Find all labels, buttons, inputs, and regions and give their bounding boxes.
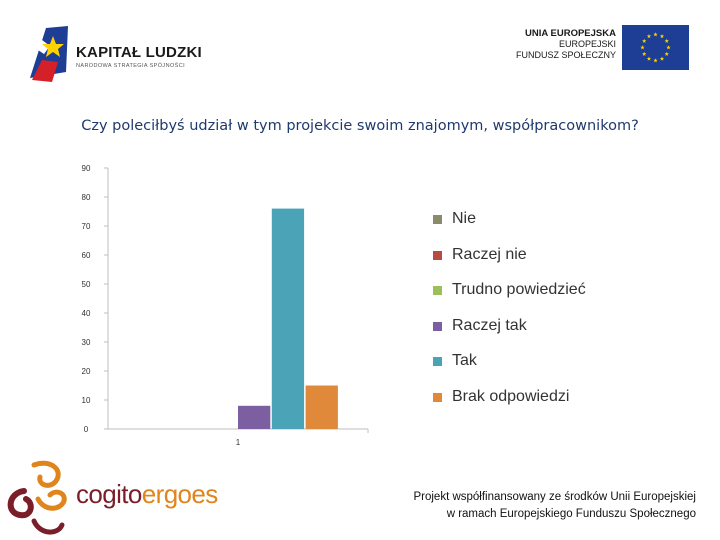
bar-raczej-tak: [238, 405, 271, 429]
eu-star-icon: [664, 38, 669, 43]
y-tick-label: 10: [82, 396, 91, 405]
eu-line3: FUNDUSZ SPOŁECZNY: [515, 50, 616, 60]
bar-brak-odpowiedzi: [305, 385, 338, 429]
eu-star-icon: [653, 58, 658, 63]
eu-flag-background: [622, 25, 689, 70]
legend-swatch: [433, 286, 442, 296]
bar-tak: [271, 208, 305, 429]
legend-label: Tak: [452, 352, 477, 370]
eu-stars: [640, 32, 671, 63]
y-tick-label: 0: [84, 425, 89, 434]
legend-label: Trudno powiedzieć: [452, 281, 586, 299]
y-tick-label: 30: [82, 338, 91, 347]
eu-line1: UNIA EUROPEJSKA: [525, 28, 616, 39]
legend-label: Brak odpowiedzi: [452, 388, 570, 405]
legend-label: Raczej tak: [452, 316, 527, 334]
brand-part-3: es: [191, 479, 218, 509]
y-tick-label: 90: [82, 164, 91, 173]
eu-star-icon: [659, 33, 665, 39]
eu-star-icon: [659, 56, 665, 61]
y-tick-label: 60: [82, 251, 91, 260]
footer-note-line2: w ramach Europejskiego Funduszu Społeczn…: [446, 508, 696, 520]
y-tick-label: 40: [82, 309, 91, 318]
y-tick-label: 50: [82, 280, 91, 289]
logo-swirl-orange-2: [35, 489, 67, 511]
eu-star-icon: [646, 56, 652, 61]
eu-star-icon: [646, 33, 652, 39]
eu-star-icon: [664, 51, 669, 56]
kapital-ludzki-subtitle: NARODOWA STRATEGIA SPÓJNOŚCI: [76, 63, 185, 69]
y-tick-label: 70: [82, 222, 91, 231]
kapital-ludzki-title: KAPITAŁ LUDZKI: [76, 44, 202, 61]
eu-star-icon: [653, 32, 658, 37]
footer-note: Projekt współfinansowany ze środków Unii…: [413, 489, 696, 523]
legend-label: Raczej nie: [452, 245, 527, 263]
eu-flag-icon: [622, 25, 689, 70]
logo-white-star: [38, 40, 50, 54]
eu-star-icon: [642, 51, 647, 56]
cogito-brand-text: cogitoergoes: [76, 479, 218, 510]
logo-swirl-maroon: [7, 488, 34, 519]
eu-star-icon: [666, 45, 671, 50]
legend-swatch: [433, 250, 442, 260]
eu-star-icon: [642, 38, 647, 43]
eu-logo-text: UNIA EUROPEJSKA EUROPEJSKI FUNDUSZ SPOŁE…: [516, 28, 616, 61]
legend-label: Nie: [452, 210, 477, 227]
logo-star-icon: [42, 36, 64, 57]
x-tick-label: 1: [236, 438, 241, 447]
eu-line2: EUROPEJSKI: [558, 39, 616, 49]
brand-part-1: cogito: [76, 479, 142, 509]
eu-star-icon: [640, 45, 645, 50]
legend-swatch: [433, 321, 442, 331]
legend-swatch: [433, 357, 442, 367]
logo-swirl-orange: [31, 460, 61, 488]
y-tick-label: 80: [82, 193, 91, 202]
cogito-logo-icon: [7, 460, 67, 535]
brand-part-2: ergo: [141, 479, 192, 509]
chart-title: Czy poleciłbyś udział w tym projekcie sw…: [81, 118, 639, 134]
y-tick-label: 20: [82, 367, 91, 376]
legend-swatch: [433, 393, 442, 402]
bar-chart: 0 10 20 30 40 50 60 70 80 90 1: [82, 164, 369, 447]
footer-note-line1: Projekt współfinansowany ze środków Unii…: [413, 491, 696, 503]
kapital-ludzki-logo: [30, 26, 68, 82]
logo-red-shape: [32, 60, 58, 82]
legend-swatch: [433, 215, 442, 224]
logo-swirl-maroon-2: [31, 518, 65, 535]
